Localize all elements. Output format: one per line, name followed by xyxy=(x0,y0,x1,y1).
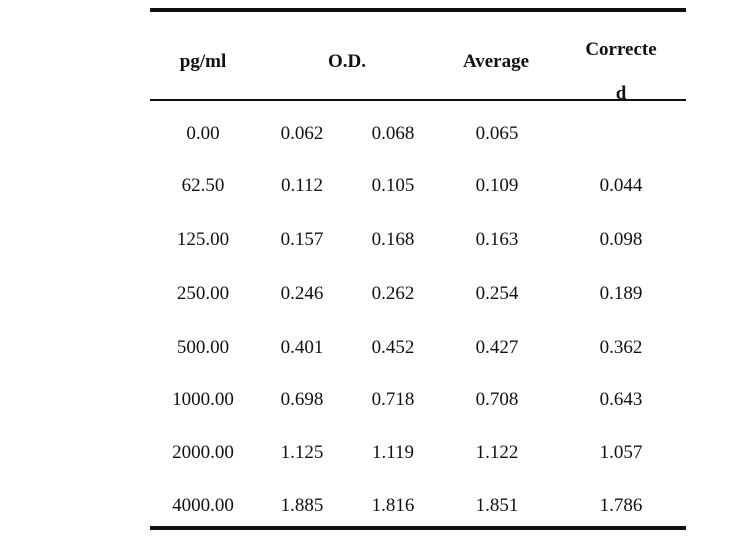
cell-od-2: 0.718 xyxy=(371,389,415,410)
table-header-rule xyxy=(150,99,686,101)
cell-corrected: 0.189 xyxy=(599,283,643,304)
cell-corrected: 1.057 xyxy=(599,442,643,463)
cell-pg-ml: 4000.00 xyxy=(172,495,234,516)
header-corrected-line2: d xyxy=(615,83,627,104)
cell-od-2: 0.068 xyxy=(371,123,415,144)
cell-od-1: 0.157 xyxy=(280,229,324,250)
cell-od-1: 0.062 xyxy=(280,123,324,144)
cell-od-2: 0.262 xyxy=(371,283,415,304)
cell-od-1: 1.885 xyxy=(280,495,324,516)
cell-average: 1.122 xyxy=(475,442,519,463)
cell-od-1: 0.112 xyxy=(280,175,324,196)
cell-od-2: 0.168 xyxy=(371,229,415,250)
cell-od-1: 0.401 xyxy=(280,337,324,358)
cell-od-2: 0.105 xyxy=(371,175,415,196)
cell-pg-ml: 125.00 xyxy=(176,229,230,250)
cell-od-1: 0.698 xyxy=(280,389,324,410)
header-pg-ml: pg/ml xyxy=(179,51,227,72)
cell-pg-ml: 1000.00 xyxy=(172,389,234,410)
cell-average: 0.427 xyxy=(475,337,519,358)
header-average: Average xyxy=(462,51,530,72)
cell-pg-ml: 2000.00 xyxy=(172,442,234,463)
cell-corrected: 0.098 xyxy=(599,229,643,250)
cell-corrected: 0.044 xyxy=(599,175,643,196)
cell-od-1: 0.246 xyxy=(280,283,324,304)
cell-pg-ml: 0.00 xyxy=(186,123,220,144)
cell-average: 1.851 xyxy=(475,495,519,516)
cell-od-1: 1.125 xyxy=(280,442,324,463)
cell-od-2: 0.452 xyxy=(371,337,415,358)
cell-pg-ml: 250.00 xyxy=(176,283,230,304)
cell-corrected: 0.643 xyxy=(599,389,643,410)
header-od: O.D. xyxy=(328,51,366,72)
header-corrected-line1: Correcte xyxy=(585,39,657,60)
header-corrected: Correcte d xyxy=(566,28,676,116)
cell-od-2: 1.119 xyxy=(371,442,415,463)
cell-corrected: 0.362 xyxy=(599,337,643,358)
cell-average: 0.708 xyxy=(475,389,519,410)
table-top-rule xyxy=(150,8,686,12)
cell-od-2: 1.816 xyxy=(371,495,415,516)
cell-corrected: 1.786 xyxy=(599,495,643,516)
cell-pg-ml: 62.50 xyxy=(181,175,225,196)
cell-pg-ml: 500.00 xyxy=(176,337,230,358)
cell-average: 0.109 xyxy=(475,175,519,196)
table-bottom-rule xyxy=(150,526,686,530)
cell-average: 0.065 xyxy=(475,123,519,144)
cell-average: 0.163 xyxy=(475,229,519,250)
cell-average: 0.254 xyxy=(475,283,519,304)
